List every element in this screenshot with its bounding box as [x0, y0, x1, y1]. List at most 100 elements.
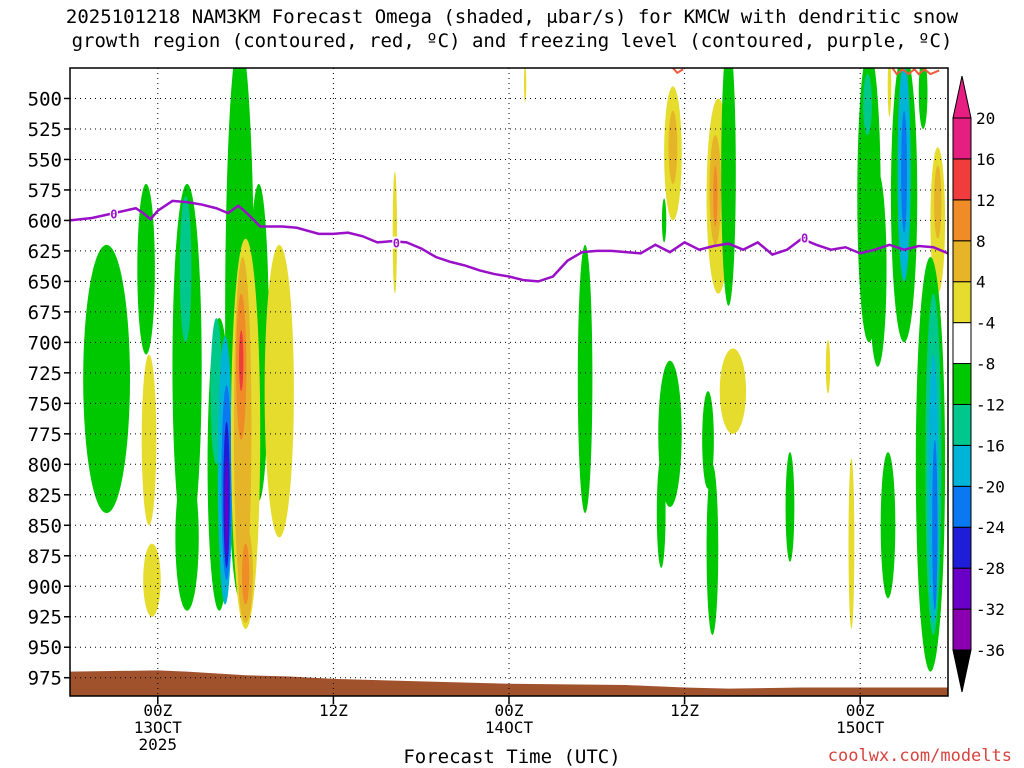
colorbar-segment-1 [952, 567, 972, 610]
freezing-level-label-0: 0 [110, 207, 117, 221]
omega-cell-38 [785, 452, 795, 562]
y-tick-label-625: 625 [28, 241, 62, 263]
omega-cell-50 [848, 458, 855, 629]
y-tick-label-950: 950 [28, 637, 62, 659]
chart-title-line-1: 2025101218 NAM3KM Forecast Omega (shaded… [65, 6, 959, 28]
y-tick-label-575: 575 [28, 180, 62, 202]
omega-cell-55 [932, 439, 938, 611]
omega-cell-24 [523, 68, 527, 103]
omega-cell-51 [880, 452, 896, 599]
colorbar-segment-3 [952, 485, 972, 528]
freezing-level-line [70, 199, 948, 283]
omega-cell-13 [225, 458, 229, 556]
omega-cell-23 [392, 171, 398, 294]
colorbar-label-4: 4 [976, 273, 986, 292]
colorbar-segment-7 [952, 322, 972, 365]
colorbar-label--20: -20 [976, 477, 1005, 496]
terrain-below-surface [70, 670, 948, 696]
y-tick-label-875: 875 [28, 546, 62, 568]
omega-cell-2 [141, 354, 157, 526]
freezing-label-bg-0 [109, 207, 118, 220]
freezing-label-bg-1 [392, 236, 401, 249]
y-tick-label-900: 900 [28, 576, 62, 598]
plot-area: 0 0 0 [70, 68, 948, 696]
x-tick-label-54-1: 00Z [846, 701, 875, 720]
y-tick-label-675: 675 [28, 302, 62, 324]
omega-cell-5 [179, 196, 192, 343]
omega-cell-26 [661, 198, 667, 243]
y-tick-label-925: 925 [28, 607, 62, 629]
omega-cell-14 [233, 68, 250, 251]
omega-cell-41 [863, 74, 872, 136]
y-tick-label-800: 800 [28, 454, 62, 476]
x-tick-label-18-1: 12Z [319, 701, 348, 720]
colorbar-label--4: -4 [976, 314, 995, 333]
omega-cell-43 [887, 68, 892, 117]
x-tick-label-6-3: 2025 [139, 735, 178, 754]
y-tick-label-975: 975 [28, 668, 62, 690]
colorbar-segment-8 [952, 281, 972, 324]
y-tick-label-550: 550 [28, 149, 62, 171]
dgz-contour-0 [672, 68, 684, 75]
omega-cell-28 [656, 458, 666, 568]
colorbar-label--32: -32 [976, 600, 1005, 619]
colorbar-segment-6 [952, 363, 972, 405]
y-tick-label-700: 700 [28, 332, 62, 354]
colorbar-label-12: 12 [976, 191, 995, 210]
x-tick-label-30-2: 14OCT [485, 718, 534, 737]
omega-cell-36 [721, 68, 736, 306]
chart-title-line-2: growth region (contoured, red, ºC) and f… [71, 30, 953, 52]
colorbar-label-20: 20 [976, 109, 995, 128]
colorbar-segment-9 [952, 240, 972, 283]
colorbar-top-arrow [952, 75, 972, 119]
colorbar-label-16: 16 [976, 150, 995, 169]
omega-cell-3 [143, 543, 161, 617]
colorbar-segment-0 [952, 608, 972, 651]
omega-cell-25 [577, 244, 593, 514]
colorbar-bottom-arrow [952, 649, 972, 693]
colorbar-segment-2 [952, 526, 972, 569]
omega-cell-30 [668, 110, 678, 184]
freezing-level-label-1: 0 [393, 237, 400, 251]
omega-cell-21 [241, 543, 250, 605]
dgz-contour-1 [891, 68, 940, 76]
omega-cell-39 [825, 339, 831, 394]
omega-cell-4 [172, 183, 202, 550]
x-tick-label-6-2: 13OCT [134, 718, 183, 737]
y-tick-label-725: 725 [28, 363, 62, 385]
y-tick-label-850: 850 [28, 515, 62, 537]
omega-cell-22 [264, 244, 294, 538]
plot-frame [69, 67, 949, 697]
x-tick-label-42-1: 12Z [670, 701, 699, 720]
x-tick-label-54-2: 15OCT [836, 718, 885, 737]
colorbar-segment-5 [952, 403, 972, 446]
y-tick-label-600: 600 [28, 210, 62, 232]
credit-text: coolwx.com/modelts [827, 746, 1012, 766]
x-tick-label-6-1: 00Z [143, 701, 172, 720]
omega-cell-19 [239, 330, 244, 392]
omega-cell-27 [658, 360, 682, 507]
x-tick-label-30-1: 00Z [495, 701, 524, 720]
omega-cell-0 [83, 244, 130, 514]
y-tick-label-825: 825 [28, 485, 62, 507]
omega-cell-37 [719, 348, 747, 434]
y-tick-label-650: 650 [28, 271, 62, 293]
omega-cell-1 [137, 183, 155, 355]
colorbar-label--36: -36 [976, 641, 1005, 660]
colorbar-segment-12 [952, 117, 972, 160]
y-tick-label-750: 750 [28, 393, 62, 415]
y-tick-label-525: 525 [28, 119, 62, 141]
omega-cell-42 [868, 171, 887, 367]
colorbar-label--24: -24 [976, 518, 1005, 537]
colorbar-segment-10 [952, 199, 972, 242]
colorbar-label--16: -16 [976, 436, 1005, 455]
x-axis-label: Forecast Time (UTC) [403, 746, 621, 768]
omega-cell-47 [918, 68, 928, 129]
colorbar-segment-4 [952, 444, 972, 487]
omega-cell-35 [706, 464, 719, 636]
colorbar-segment-11 [952, 158, 972, 201]
colorbar-label--28: -28 [976, 559, 1005, 578]
omega-cell-33 [713, 165, 718, 227]
y-tick-label-500: 500 [28, 88, 62, 110]
